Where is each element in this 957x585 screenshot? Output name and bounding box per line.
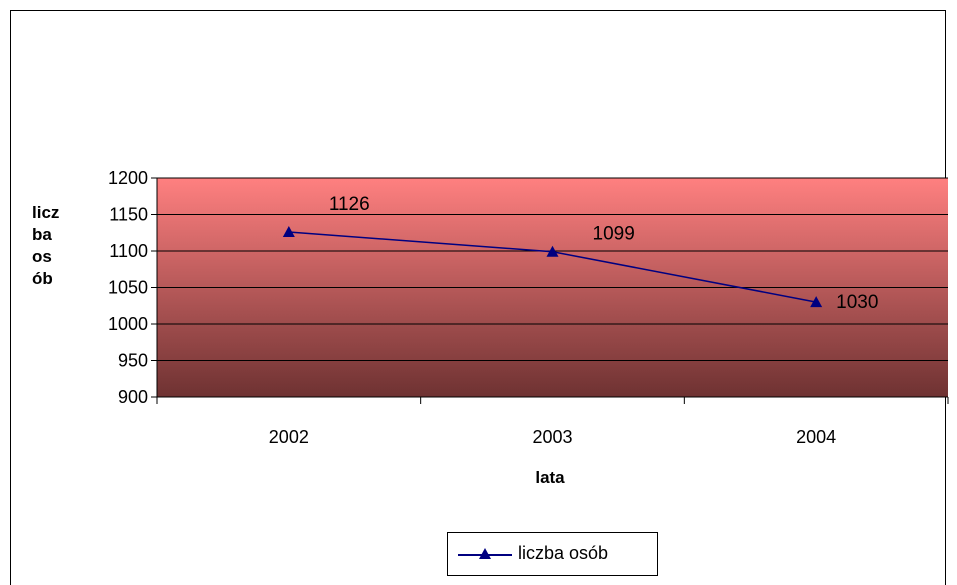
- data-point-marker: [546, 245, 559, 257]
- y-tick-label: 1200: [108, 168, 148, 188]
- x-axis-title: lata: [535, 468, 565, 487]
- y-axis-title: licz ba os ób: [32, 202, 76, 290]
- x-tick-label: 2003: [532, 427, 572, 447]
- data-label: 1099: [593, 224, 635, 245]
- data-label: 1126: [329, 194, 370, 215]
- y-tick-label: 950: [118, 351, 148, 371]
- y-axis-title-line: ba: [32, 225, 52, 244]
- y-tick-label: 900: [118, 387, 148, 407]
- data-point-marker: [810, 296, 823, 308]
- legend-line-marker-icon: [458, 548, 512, 559]
- data-point-marker: [282, 226, 295, 238]
- y-tick-label: 1150: [109, 205, 148, 225]
- y-tick-label: 1100: [109, 241, 148, 261]
- y-axis-title-line: ób: [32, 269, 53, 288]
- legend: liczba osób: [447, 532, 658, 576]
- x-tick-label: 2002: [269, 427, 309, 447]
- y-axis-title-line: os: [32, 247, 52, 266]
- x-tick-label: 2004: [796, 427, 836, 447]
- data-label: 1030: [836, 292, 878, 313]
- legend-label: liczba osób: [518, 543, 609, 563]
- y-tick-label: 1000: [108, 314, 148, 334]
- y-axis-title-line: licz: [32, 203, 60, 222]
- y-tick-label: 1050: [108, 278, 148, 298]
